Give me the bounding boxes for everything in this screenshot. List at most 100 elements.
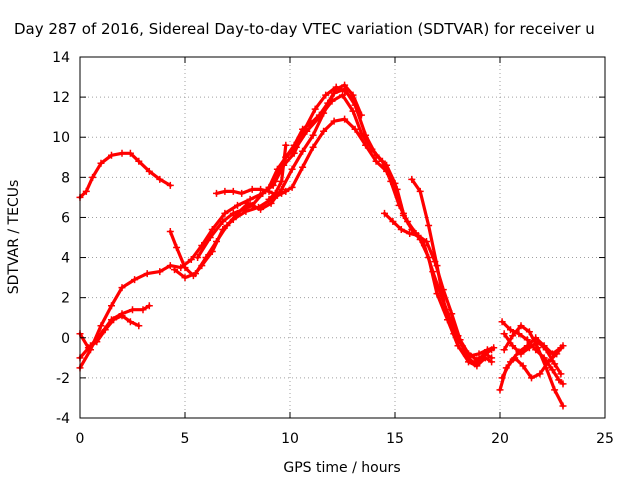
data-point: [257, 205, 265, 213]
series-line: [502, 332, 563, 376]
data-point: [194, 254, 202, 262]
data-point: [223, 221, 231, 229]
data-point: [341, 87, 349, 95]
data-point: [221, 187, 229, 195]
series-track-07: [194, 83, 357, 262]
data-point: [557, 344, 565, 352]
data-point: [473, 356, 481, 364]
data-point: [126, 149, 134, 157]
series-track-10: [265, 141, 290, 203]
data-point: [519, 362, 527, 370]
y-tick-label: 2: [61, 291, 70, 307]
data-point: [129, 306, 136, 314]
data-point: [490, 344, 498, 352]
data-point: [246, 195, 254, 203]
data-point: [339, 91, 346, 99]
data-point: [425, 254, 433, 262]
x-tick-label: 25: [596, 431, 614, 447]
data-point: [118, 149, 126, 157]
data-point: [271, 189, 279, 197]
data-point: [542, 346, 550, 354]
data-point: [397, 225, 405, 233]
data-point: [93, 338, 101, 346]
data-point: [372, 157, 380, 165]
data-point: [288, 183, 296, 191]
data-point: [559, 402, 567, 410]
data-point: [171, 266, 178, 274]
y-tick-label: 4: [61, 251, 70, 267]
series-track-05: [166, 115, 407, 280]
data-point: [248, 201, 256, 209]
data-point: [240, 205, 248, 213]
x-tick-label: 15: [386, 431, 404, 447]
data-point: [483, 346, 491, 354]
series-line: [78, 151, 172, 199]
series-line: [196, 85, 355, 260]
data-point: [108, 151, 115, 159]
data-point: [534, 338, 542, 346]
data-point: [135, 322, 143, 330]
data-point: [97, 159, 105, 167]
series-track-04: [76, 312, 143, 352]
y-tick-label: -4: [56, 411, 70, 427]
data-point: [173, 244, 181, 252]
data-point: [414, 231, 422, 239]
series-line: [500, 336, 563, 380]
data-point: [309, 143, 317, 151]
series-track-12: [408, 175, 498, 360]
data-point: [135, 157, 143, 165]
data-point: [97, 322, 105, 330]
data-point: [399, 211, 407, 219]
y-tick-label: 0: [61, 331, 70, 347]
data-point: [213, 189, 220, 197]
y-tick-label: 10: [52, 130, 70, 146]
series-track-14: [498, 318, 567, 388]
data-point: [496, 386, 504, 394]
data-point: [357, 111, 365, 119]
data-point: [341, 81, 349, 89]
data-point: [307, 119, 315, 127]
data-point: [145, 302, 153, 310]
data-point: [525, 328, 533, 336]
data-point: [187, 256, 195, 264]
data-point: [332, 85, 340, 93]
data-point: [84, 344, 92, 352]
data-point: [406, 229, 414, 237]
data-point: [532, 334, 540, 342]
data-point: [108, 302, 115, 310]
data-point: [221, 209, 229, 217]
data-point: [118, 312, 126, 320]
data-point: [498, 318, 506, 326]
data-point: [315, 111, 323, 119]
data-point: [475, 350, 483, 358]
data-point: [131, 276, 139, 284]
data-point: [267, 199, 275, 207]
data-point: [523, 336, 531, 344]
series-track-17: [500, 330, 565, 378]
data-point: [213, 238, 220, 246]
chart-title: Day 287 of 2016, Sidereal Day-to-day VTE…: [14, 20, 595, 38]
data-point: [265, 195, 273, 203]
data-point: [248, 185, 256, 193]
y-tick-label: -2: [56, 371, 70, 387]
data-point: [351, 125, 359, 133]
series-line: [78, 314, 141, 350]
data-point: [372, 151, 380, 159]
data-point: [238, 189, 246, 197]
data-point: [408, 225, 416, 233]
y-tick-label: 14: [52, 50, 70, 66]
data-point: [500, 330, 508, 338]
y-axis-label: SDTVAR / TECUs: [6, 180, 22, 295]
data-point: [229, 187, 237, 195]
data-point: [181, 264, 189, 272]
data-point: [101, 326, 109, 334]
data-point: [549, 366, 556, 374]
data-point: [467, 352, 475, 360]
data-point: [433, 262, 441, 270]
data-point: [324, 99, 332, 107]
data-point: [110, 316, 118, 324]
data-point: [320, 127, 328, 135]
y-tick-label: 8: [61, 170, 70, 186]
